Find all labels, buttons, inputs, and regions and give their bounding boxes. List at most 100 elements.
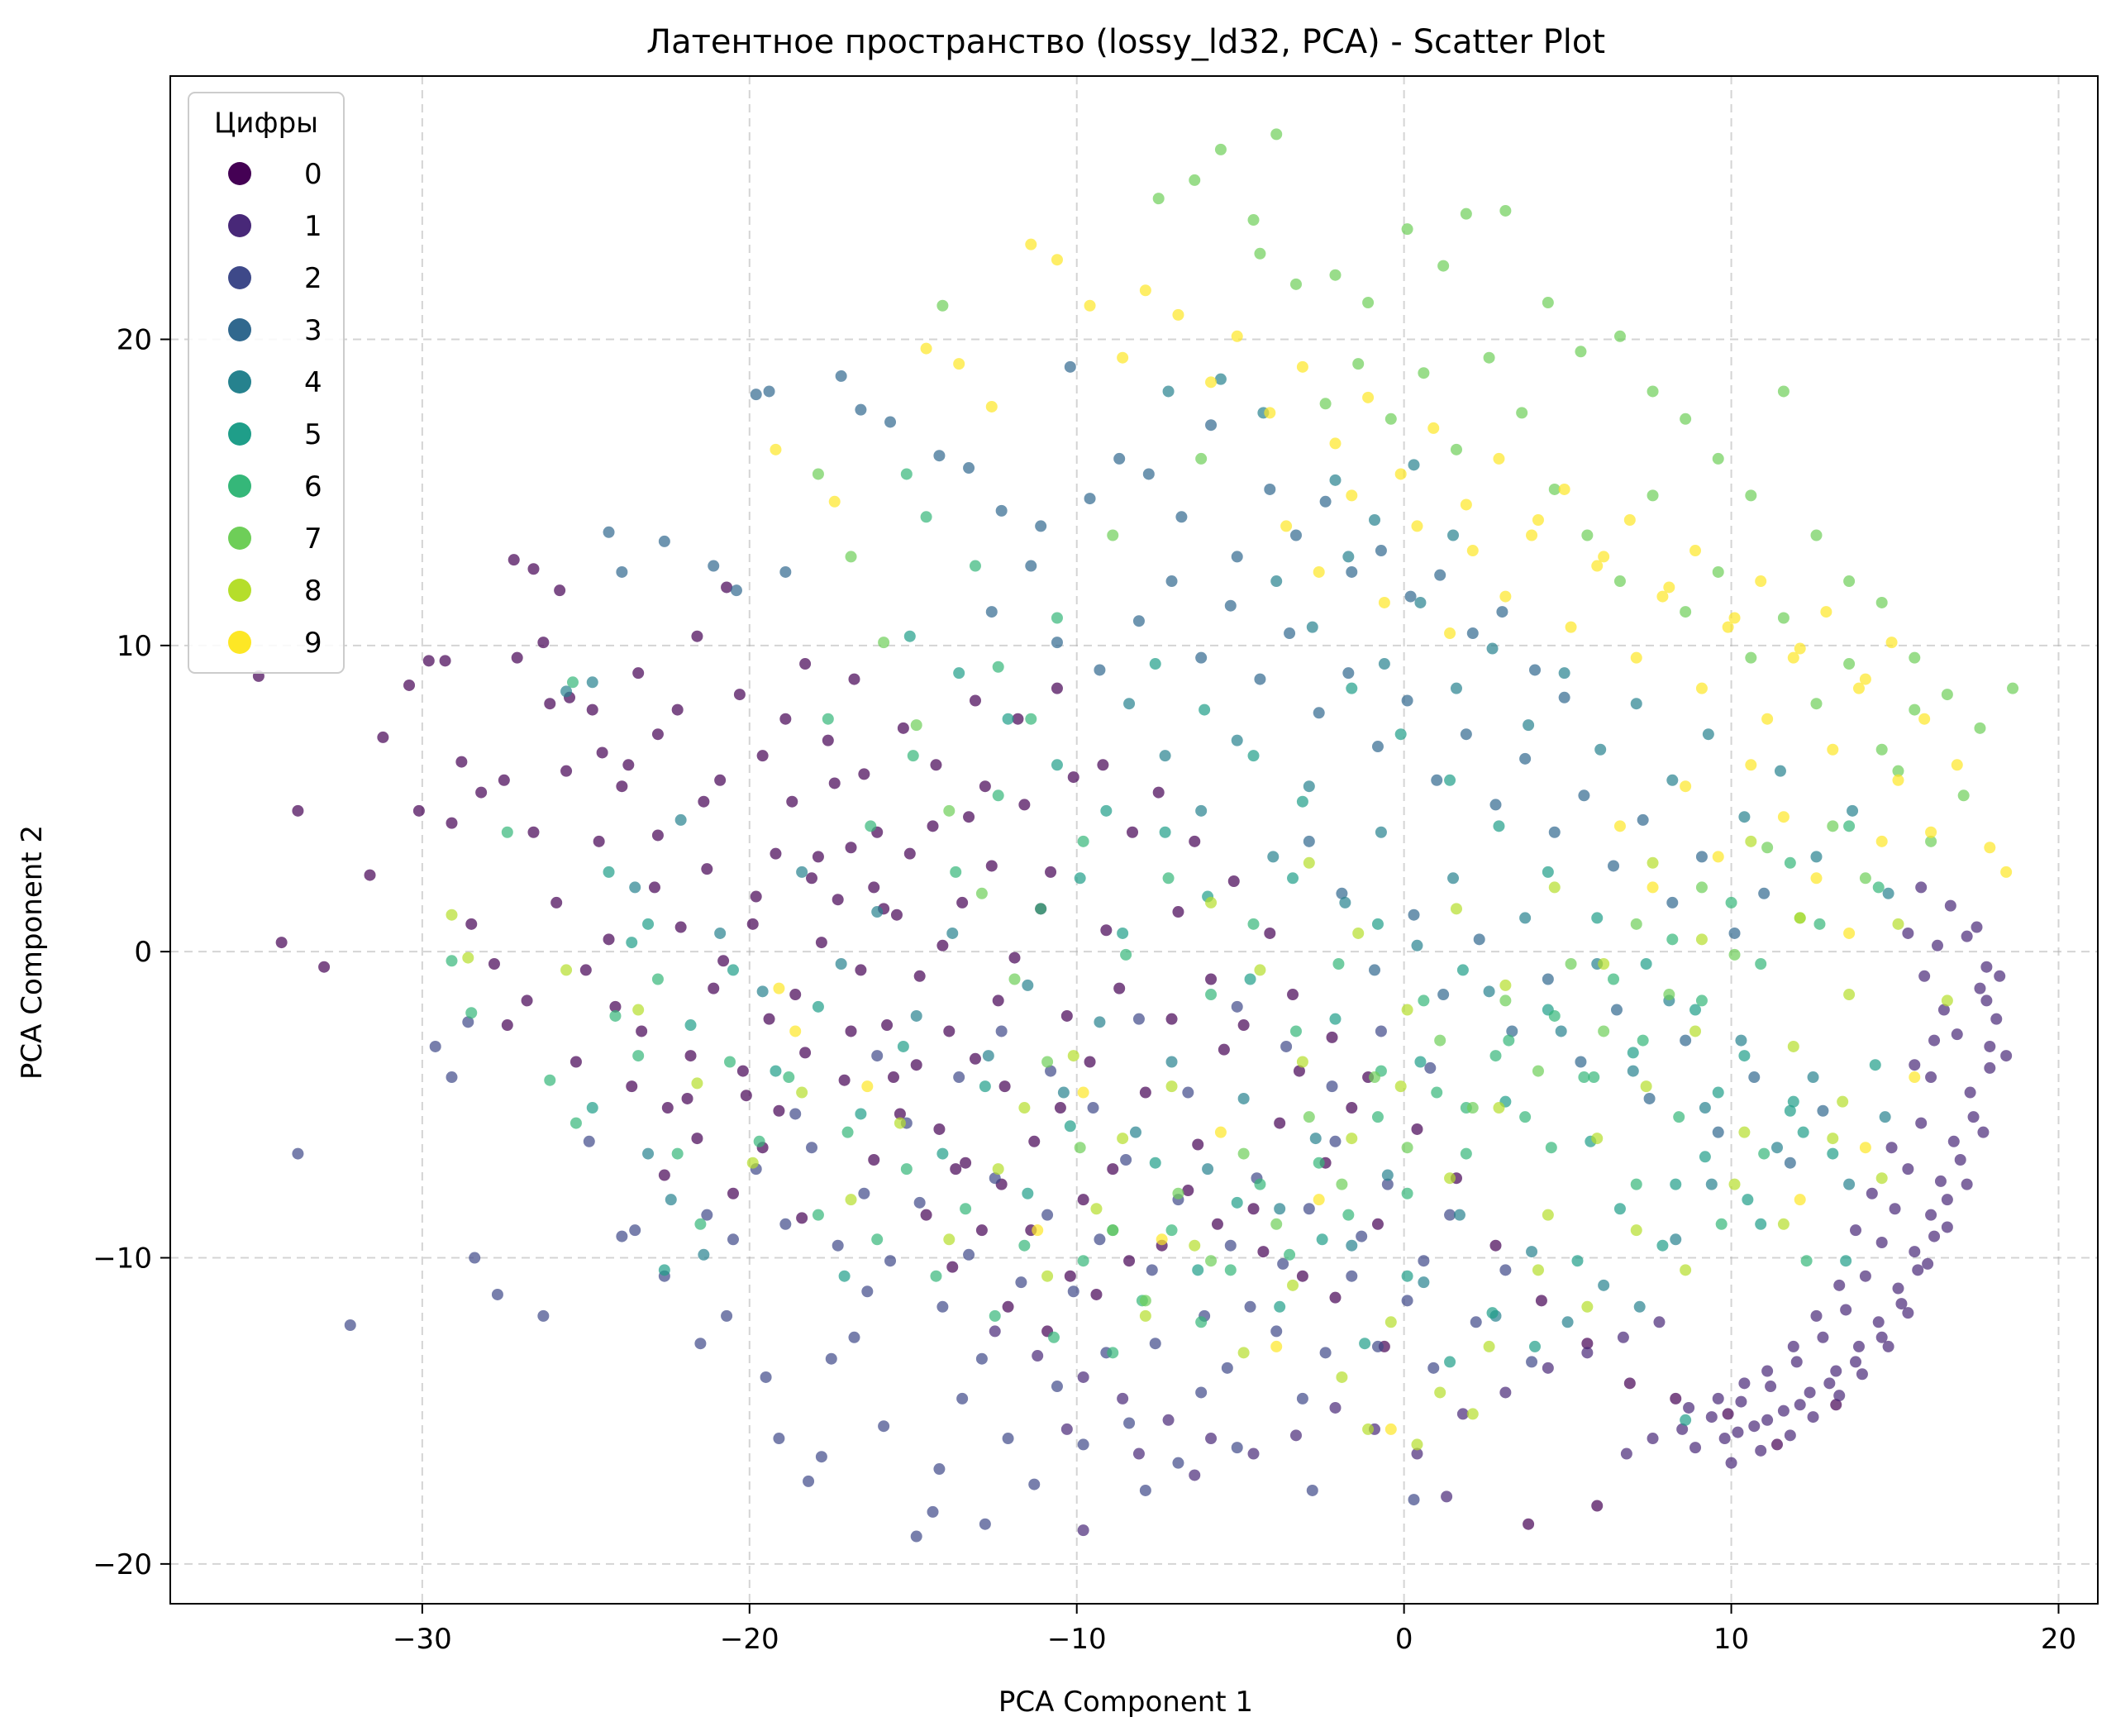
point-digit-9 — [1875, 835, 1888, 847]
point-digit-0 — [701, 863, 713, 875]
point-digit-7 — [1189, 174, 1201, 186]
point-digit-9 — [1156, 1233, 1168, 1246]
point-digit-3 — [995, 504, 1008, 517]
point-digit-1 — [1875, 1331, 1888, 1343]
series-8 — [446, 835, 1953, 1451]
point-digit-4 — [1274, 1203, 1286, 1215]
point-digit-0 — [1830, 1399, 1842, 1411]
point-digit-0 — [422, 655, 435, 667]
point-digit-7 — [1777, 612, 1790, 624]
point-digit-6 — [1077, 1255, 1089, 1267]
point-digit-9 — [773, 982, 785, 994]
point-digit-9 — [1313, 565, 1325, 578]
point-digit-4 — [1447, 872, 1460, 885]
point-digit-9 — [1362, 391, 1375, 403]
point-digit-0 — [1045, 866, 1057, 878]
point-digit-4 — [1094, 1016, 1106, 1028]
point-digit-1 — [1441, 1490, 1453, 1503]
point-digit-8 — [1352, 927, 1365, 939]
point-digit-7 — [1172, 1187, 1184, 1199]
point-digit-9 — [1296, 360, 1308, 373]
point-digit-1 — [1925, 1071, 1937, 1084]
point-digit-9 — [1728, 612, 1741, 624]
point-digit-8 — [894, 1117, 906, 1129]
point-digit-0 — [1237, 1019, 1250, 1032]
point-digit-3 — [1401, 694, 1413, 707]
point-digit-7 — [1434, 1034, 1446, 1047]
point-digit-0 — [698, 795, 710, 808]
point-digit-0 — [717, 955, 730, 967]
point-digit-8 — [1237, 1347, 1250, 1359]
point-digit-2 — [1002, 1433, 1014, 1445]
point-digit-1 — [1967, 1111, 1980, 1123]
point-digit-0 — [691, 1133, 703, 1145]
point-digit-7 — [1777, 385, 1790, 398]
point-digit-9 — [1647, 881, 1659, 894]
point-digit-0 — [651, 829, 664, 842]
point-digit-7 — [1909, 651, 1921, 664]
point-digit-2 — [429, 1040, 441, 1052]
point-digit-1 — [1951, 1028, 1963, 1041]
point-digit-4 — [1483, 985, 1495, 998]
point-digit-5 — [936, 1147, 949, 1160]
point-digit-4 — [1879, 1111, 1891, 1123]
point-digit-9 — [1499, 590, 1512, 603]
point-digit-0 — [1287, 989, 1299, 1001]
point-digit-7 — [1892, 765, 1904, 777]
point-digit-7 — [1575, 346, 1587, 358]
point-digit-9 — [789, 1025, 802, 1037]
point-digit-3 — [1548, 826, 1561, 838]
point-digit-0 — [799, 1047, 812, 1059]
point-digit-7 — [1384, 413, 1397, 425]
point-digit-2 — [1132, 1013, 1145, 1025]
point-digit-4 — [1267, 851, 1280, 863]
point-digit-6 — [1025, 713, 1037, 725]
point-digit-5 — [1493, 820, 1505, 832]
series-4 — [560, 373, 1894, 1328]
point-digit-3 — [1784, 1157, 1796, 1169]
point-digit-2 — [1094, 1233, 1106, 1246]
point-digit-8 — [1444, 1172, 1456, 1185]
point-digit-0 — [1107, 1163, 1119, 1176]
point-digit-8 — [1591, 1133, 1604, 1145]
point-digit-5 — [897, 1040, 909, 1052]
point-digit-7 — [1205, 1255, 1218, 1267]
point-digit-1 — [1882, 1340, 1894, 1352]
point-digit-6 — [1342, 1209, 1355, 1221]
point-digit-0 — [845, 842, 857, 854]
point-digit-6 — [1035, 903, 1047, 915]
point-digit-2 — [446, 1071, 458, 1084]
point-digit-3 — [1371, 741, 1384, 753]
point-digit-4 — [796, 866, 808, 878]
point-digit-7 — [1499, 994, 1512, 1007]
point-digit-2 — [1401, 1295, 1413, 1307]
legend-marker-1 — [228, 214, 251, 237]
point-digit-0 — [603, 933, 615, 946]
point-digit-5 — [838, 1270, 851, 1282]
point-digit-3 — [1319, 495, 1332, 508]
point-digit-0 — [1326, 1031, 1338, 1043]
point-digit-0 — [593, 835, 605, 847]
point-digit-3 — [1084, 493, 1096, 505]
point-digit-0 — [979, 780, 991, 793]
point-digit-8 — [1018, 1102, 1031, 1114]
point-digit-6 — [724, 1056, 736, 1068]
point-digit-4 — [1195, 804, 1208, 817]
point-digit-8 — [1532, 1264, 1544, 1276]
point-digit-3 — [1695, 851, 1708, 863]
point-digit-6 — [1051, 612, 1063, 624]
point-digit-6 — [950, 866, 962, 878]
point-digit-0 — [403, 679, 416, 691]
point-digit-8 — [446, 909, 458, 921]
point-digit-0 — [946, 1261, 959, 1273]
point-digit-4 — [1810, 851, 1823, 863]
point-digit-2 — [779, 1218, 792, 1230]
point-digit-8 — [1139, 1309, 1151, 1322]
x-axis-ticks: −30 −20 −10 0 10 20 — [393, 1604, 2076, 1656]
point-digit-5 — [1244, 973, 1256, 985]
point-digit-7 — [1712, 452, 1724, 465]
point-digit-1 — [1705, 1411, 1718, 1424]
point-digit-0 — [1077, 1194, 1089, 1206]
point-digit-0 — [622, 759, 635, 771]
point-digit-0 — [910, 1059, 922, 1071]
